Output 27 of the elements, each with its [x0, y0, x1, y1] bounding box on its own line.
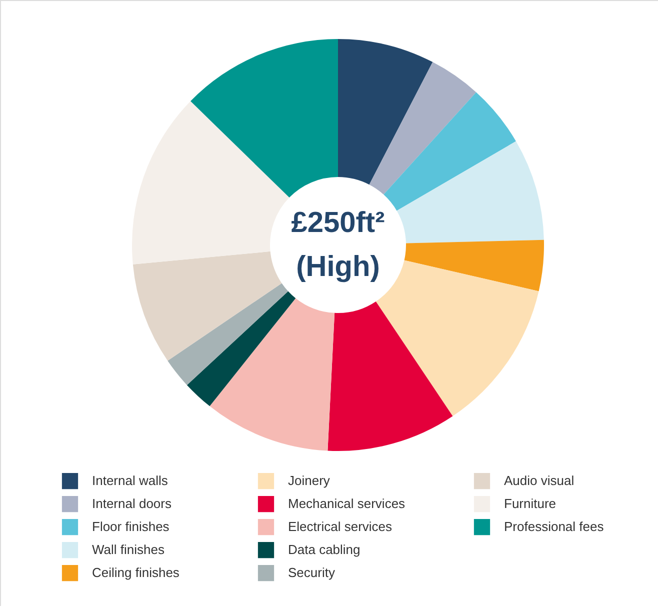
- legend-label: Electrical services: [288, 519, 393, 534]
- donut-slice: [168, 283, 288, 386]
- legend-label: Furniture: [504, 496, 556, 511]
- legend-label: Security: [288, 565, 336, 580]
- donut-slice: [210, 298, 335, 451]
- legend-label: Mechanical services: [288, 496, 406, 511]
- donut-slice: [396, 141, 544, 244]
- donut-slice: [384, 92, 516, 211]
- legend-label: Audio visual: [504, 473, 574, 488]
- donut-slice: [190, 39, 338, 198]
- donut-slice: [186, 291, 296, 406]
- donut-slice: [338, 39, 433, 185]
- text: £250ft²: [291, 207, 386, 239]
- legend-label: Professional fees: [504, 519, 604, 534]
- donut-slice: [132, 251, 282, 361]
- legend-label: Data cabling: [288, 542, 360, 557]
- donut-slice: [328, 301, 453, 451]
- donut-slice: [404, 240, 544, 292]
- legend-label: Ceiling finishes: [92, 565, 180, 580]
- legend-label: Wall finishes: [92, 542, 165, 557]
- legend-label: Internal doors: [92, 496, 172, 511]
- text: (High): [296, 251, 380, 283]
- donut-slice: [369, 62, 476, 195]
- legend-label: Joinery: [288, 473, 330, 488]
- donut-slice: [132, 101, 290, 264]
- legend-label: Internal walls: [92, 473, 168, 488]
- legend-label: Floor finishes: [92, 519, 170, 534]
